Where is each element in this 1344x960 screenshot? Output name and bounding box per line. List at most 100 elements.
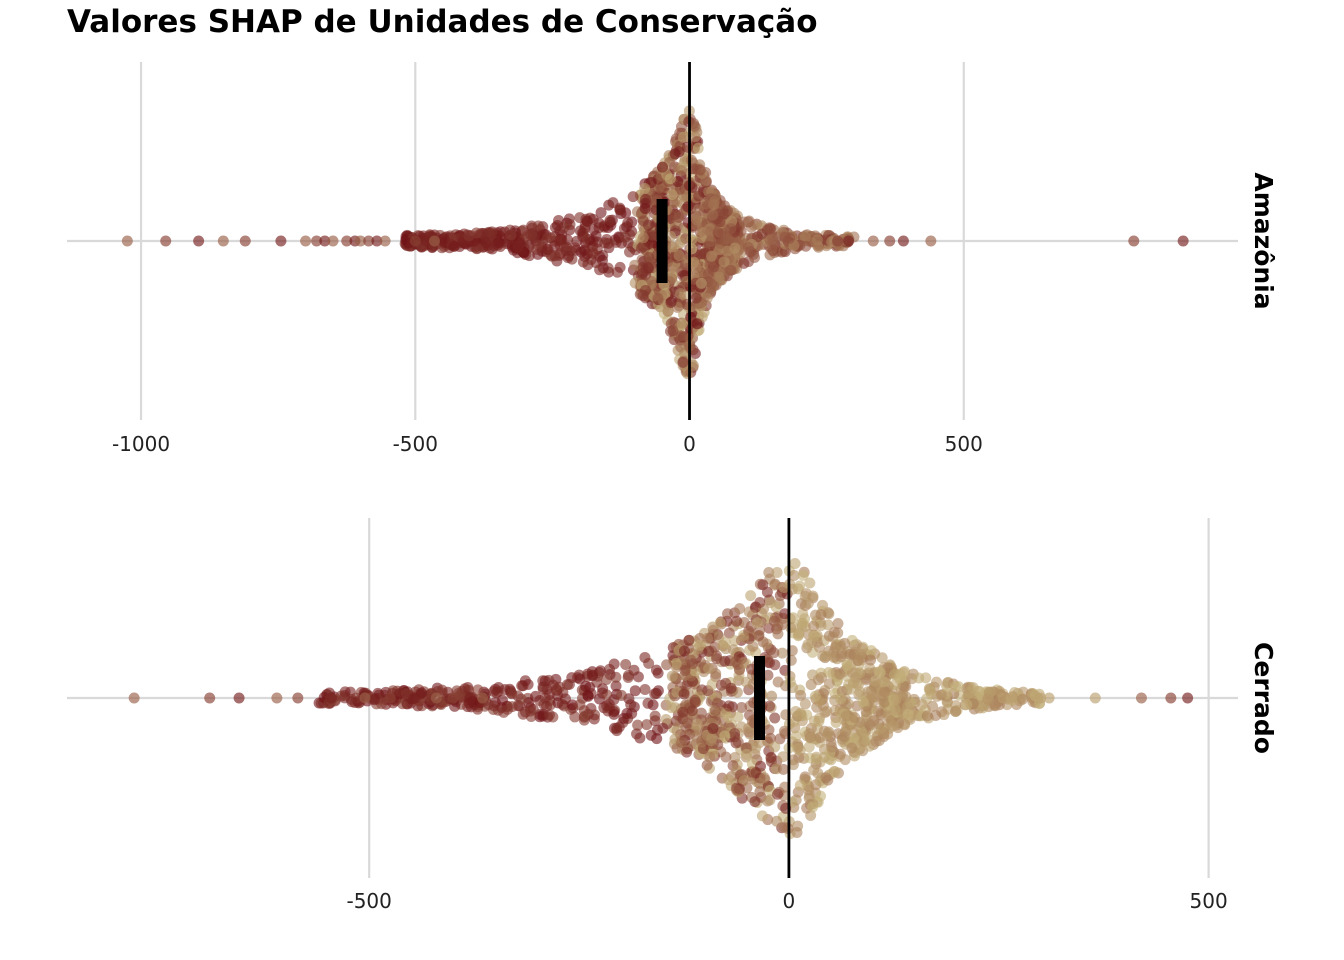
data-point (577, 256, 589, 268)
outlier-point (464, 692, 476, 704)
data-point (941, 696, 953, 708)
outlier-point (430, 692, 442, 704)
data-point (765, 751, 777, 763)
data-point (627, 191, 639, 203)
data-point (927, 700, 939, 712)
outlier-point (409, 235, 421, 247)
data-point (722, 608, 734, 620)
data-point (734, 603, 746, 615)
data-point (496, 694, 508, 706)
data-point (745, 590, 757, 602)
outlier-point (239, 235, 251, 247)
data-point (691, 318, 703, 330)
data-point (802, 638, 814, 650)
data-point (725, 264, 737, 276)
data-point (738, 257, 750, 269)
outlier-point (271, 692, 283, 704)
data-point (753, 630, 765, 642)
data-point (608, 708, 620, 720)
outlier-point (233, 692, 245, 704)
outlier-point (325, 692, 337, 704)
data-point (764, 794, 776, 806)
data-point (761, 586, 773, 598)
data-point (694, 639, 706, 651)
data-point (580, 680, 592, 692)
data-point (639, 183, 651, 195)
x-tick-label: 0 (683, 432, 696, 456)
data-point (722, 233, 734, 245)
data-point (763, 567, 775, 579)
data-point (683, 634, 695, 646)
data-point (642, 219, 654, 231)
data-point (852, 655, 864, 667)
outlier-point (867, 235, 879, 247)
data-point (860, 706, 872, 718)
data-point (686, 658, 698, 670)
data-point (808, 715, 820, 727)
data-point (778, 725, 790, 737)
data-point (720, 751, 732, 763)
data-point (763, 724, 775, 736)
data-point (821, 705, 833, 717)
data-point (664, 325, 676, 337)
data-point (795, 708, 807, 720)
data-point (703, 645, 715, 657)
data-point (808, 620, 820, 632)
data-point (725, 682, 737, 694)
data-point (729, 728, 741, 740)
data-point (541, 232, 553, 244)
data-point (795, 689, 807, 701)
data-point (676, 318, 688, 330)
data-point (587, 213, 599, 225)
data-point (615, 689, 627, 701)
data-point (681, 746, 693, 758)
data-point (900, 691, 912, 703)
data-point (690, 292, 702, 304)
data-point (714, 216, 726, 228)
data-point (676, 736, 688, 748)
data-point (834, 668, 846, 680)
data-point (878, 696, 890, 708)
data-point (629, 259, 641, 271)
data-point (649, 715, 661, 727)
data-point (938, 709, 950, 721)
data-point (769, 712, 781, 724)
data-point (597, 683, 609, 695)
data-point (624, 246, 636, 258)
data-point (564, 219, 576, 231)
data-point (830, 716, 842, 728)
data-point (693, 190, 705, 202)
data-point (686, 243, 698, 255)
median-marker (656, 199, 668, 283)
outlier-point (843, 235, 855, 247)
data-point (787, 612, 799, 624)
data-point (643, 657, 655, 669)
outlier-point (371, 235, 383, 247)
data-point (673, 250, 685, 262)
data-point (622, 217, 634, 229)
data-point (707, 209, 719, 221)
data-point (794, 580, 806, 592)
data-point (594, 264, 606, 276)
data-point (769, 741, 781, 753)
median-marker (754, 656, 766, 740)
data-point (848, 732, 860, 744)
data-point (822, 774, 834, 786)
data-point (788, 569, 800, 581)
data-point (660, 714, 672, 726)
data-point (665, 296, 677, 308)
data-point (794, 779, 806, 791)
data-point (889, 703, 901, 715)
chart-title: Valores SHAP de Unidades de Conservação (67, 4, 818, 40)
data-point (711, 653, 723, 665)
data-point (828, 626, 840, 638)
x-tick-label: 500 (945, 432, 983, 456)
data-point (702, 268, 714, 280)
data-point (721, 205, 733, 217)
outlier-point (477, 692, 489, 704)
data-point (805, 679, 817, 691)
beeswarm-points (399, 105, 860, 380)
outlier-point (884, 235, 896, 247)
data-point (722, 774, 734, 786)
data-point (846, 742, 858, 754)
